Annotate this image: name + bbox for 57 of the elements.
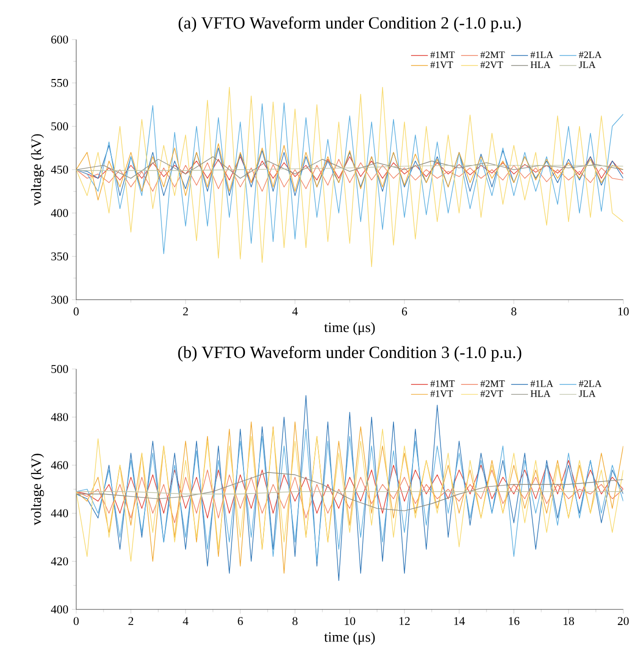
y-axis-title: voltage (kV) [31,134,44,206]
x-tick-label: 12 [399,617,410,625]
legend-label: #1LA [530,52,554,58]
line-series [76,460,624,518]
line-series [76,470,624,524]
y-tick-label: 550 [51,78,68,87]
y-tick-label: 480 [50,413,68,422]
legend-label: #2MT [480,380,505,387]
x-tick-label: 6 [402,307,407,316]
x-tick-label: 10 [618,307,629,316]
legend-label: #2LA [578,52,602,58]
x-tick-label: 18 [564,617,574,626]
legend-label: #1MT [430,52,455,58]
line-series [76,86,624,268]
x-tick-label: 10 [344,617,356,626]
y-axis-title: voltage (kV) [31,454,44,526]
x-tick-label: 4 [182,617,188,625]
x-tick-label: 6 [238,617,243,626]
legend-label: HLA [530,390,550,397]
legend-label: #1VT [430,61,453,68]
legend-label: JLA [578,390,596,397]
x-tick-label: 2 [128,617,134,625]
line-series [76,158,624,192]
legend-label: #2VT [480,390,504,397]
y-tick-label: 440 [50,509,68,518]
x-axis-title: time (μs) [324,632,375,645]
y-tick-label: 500 [51,122,68,130]
legend-label: #2LA [578,380,602,387]
x-tick-label: 14 [454,617,465,625]
y-tick-label: 420 [50,557,68,566]
line-series [76,395,624,581]
y-tick-label: 600 [51,36,68,44]
y-tick-label: 400 [50,605,68,614]
legend-label: JLA [578,61,596,68]
y-tick-label: 460 [50,461,68,470]
x-tick-label: 8 [292,617,298,626]
legend-label: #1VT [430,390,453,397]
chart-title: (b) VFTO Waveform under Condition 3 (-1.0 p.u.) [178,346,522,362]
legend-label: #2VT [480,61,504,68]
y-tick-label: 450 [50,166,68,174]
y-tick-label: 500 [51,365,68,373]
x-axis-title: time (μs) [324,322,375,336]
y-tick-label: 400 [50,209,68,218]
x-tick-label: 8 [511,307,516,316]
y-tick-label: 300 [51,296,68,304]
chart-title: (a) VFTO Waveform under Condition 2 (-1.0 p.u.) [178,16,521,32]
x-tick-label: 4 [292,307,298,316]
x-tick-label: 2 [183,307,188,316]
x-tick-label: 20 [618,617,629,626]
legend-label: #1LA [530,380,554,387]
x-tick-label: 16 [508,617,520,626]
y-tick-label: 350 [51,252,68,260]
x-tick-label: 0 [74,617,79,626]
x-tick-label: 0 [74,307,79,316]
legend-label: #1MT [430,380,455,387]
legend-label: HLA [530,61,550,68]
legend-label: #2MT [480,52,505,58]
